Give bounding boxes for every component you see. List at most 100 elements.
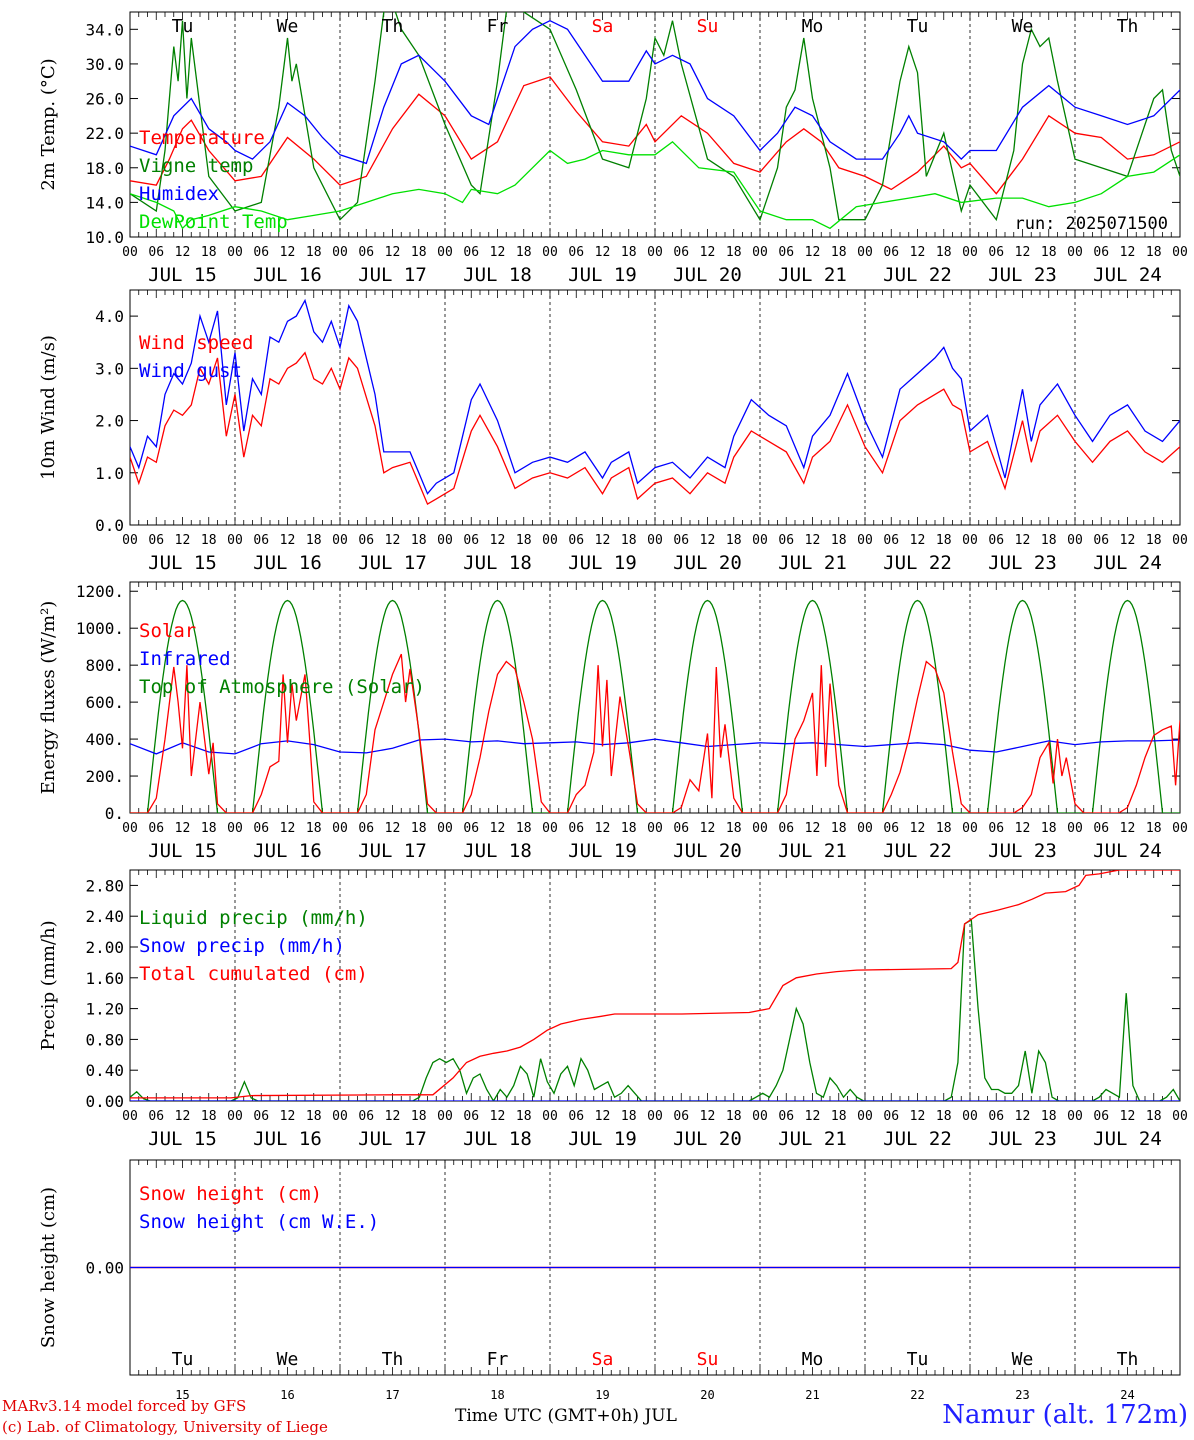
legend-item: DewPoint Temp [139, 211, 288, 233]
date-label: JUL 17 [358, 840, 427, 862]
hour-tick-label: 00 [542, 533, 558, 548]
y-axis-title: Precip (mm/h) [38, 920, 59, 1050]
day-number: 21 [805, 1388, 819, 1402]
hour-tick-label: 00 [437, 533, 453, 548]
y-tick-label: 0.0 [95, 516, 124, 535]
hour-tick-label: 12 [805, 533, 821, 548]
y-tick-label: 200. [85, 767, 124, 786]
hour-tick-label: 18 [411, 1109, 427, 1124]
hour-tick-label: 12 [490, 245, 506, 260]
hour-tick-label: 18 [1041, 245, 1057, 260]
day-name: Sa [592, 16, 614, 37]
hour-tick-label: 06 [883, 821, 899, 836]
hour-tick-label: 06 [463, 533, 479, 548]
hour-tick-label: 00 [122, 533, 138, 548]
hour-tick-label: 18 [726, 821, 742, 836]
legend-item: Snow precip (mm/h) [139, 935, 345, 957]
y-tick-label: 30.0 [85, 55, 124, 74]
y-tick-label: 2.80 [85, 876, 124, 895]
y-tick-label: 1.60 [85, 969, 124, 988]
hour-tick-label: 18 [831, 533, 847, 548]
hour-tick-label: 06 [778, 533, 794, 548]
hour-tick-label: 06 [673, 533, 689, 548]
hour-tick-label: 06 [1093, 245, 1109, 260]
date-label: JUL 21 [778, 264, 847, 286]
hour-tick-label: 00 [332, 245, 348, 260]
hour-tick-label: 00 [857, 533, 873, 548]
hour-tick-label: 00 [1067, 1109, 1083, 1124]
day-name: Sa [592, 1349, 614, 1370]
hour-tick-label: 06 [568, 821, 584, 836]
series-solar [130, 653, 1180, 813]
day-number: 20 [700, 1388, 714, 1402]
hour-tick-label: 18 [936, 533, 952, 548]
hour-tick-label: 00 [1172, 245, 1188, 260]
day-name: We [1012, 1349, 1034, 1370]
series-temperature [130, 76, 1180, 195]
y-tick-label: 0. [105, 804, 124, 823]
hour-tick-label: 18 [831, 821, 847, 836]
y-tick-label: 14.0 [85, 193, 124, 212]
date-label: JUL 23 [988, 1128, 1057, 1150]
hour-tick-label: 00 [332, 821, 348, 836]
hour-tick-label: 12 [805, 245, 821, 260]
date-label: JUL 21 [778, 552, 847, 574]
hour-tick-label: 18 [201, 533, 217, 548]
hour-tick-label: 18 [411, 245, 427, 260]
y-axis-title: 10m Wind (m/s) [38, 335, 59, 480]
hour-tick-label: 06 [988, 821, 1004, 836]
hour-tick-label: 12 [805, 821, 821, 836]
day-number: 18 [490, 1388, 504, 1402]
hour-tick-label: 12 [490, 821, 506, 836]
hour-tick-label: 00 [437, 245, 453, 260]
hour-tick-label: 18 [831, 245, 847, 260]
hour-tick-label: 06 [673, 821, 689, 836]
hour-tick-label: 00 [857, 821, 873, 836]
date-label: JUL 20 [673, 1128, 742, 1150]
hour-tick-label: 06 [883, 1109, 899, 1124]
hour-tick-label: 18 [621, 533, 637, 548]
day-number: 17 [385, 1388, 399, 1402]
y-tick-label: 18.0 [85, 159, 124, 178]
series-dewpoint-temp [130, 140, 1180, 230]
hour-tick-label: 12 [1120, 1109, 1136, 1124]
hour-tick-label: 12 [1015, 245, 1031, 260]
series-vigne-temp [130, 12, 1180, 222]
station-label: Namur (alt. 172m) [942, 1400, 1188, 1430]
hour-tick-label: 18 [306, 245, 322, 260]
date-label: JUL 21 [778, 1128, 847, 1150]
date-label: JUL 22 [883, 840, 952, 862]
day-name: We [277, 1349, 299, 1370]
date-label: JUL 24 [1093, 840, 1162, 862]
hour-tick-label: 00 [1067, 821, 1083, 836]
date-label: JUL 22 [883, 552, 952, 574]
hour-tick-label: 06 [988, 245, 1004, 260]
legend-item: Wind gust [139, 360, 242, 382]
hour-tick-label: 18 [201, 1109, 217, 1124]
hour-tick-label: 06 [883, 533, 899, 548]
date-label: JUL 16 [253, 552, 322, 574]
legend-item: Temperature [139, 127, 265, 149]
y-tick-label: 2.00 [85, 938, 124, 957]
hour-tick-label: 06 [463, 245, 479, 260]
hour-tick-label: 06 [253, 1109, 269, 1124]
y-tick-label: 1000. [76, 619, 124, 638]
hour-tick-label: 12 [1120, 245, 1136, 260]
y-tick-label: 800. [85, 656, 124, 675]
hour-tick-label: 18 [516, 245, 532, 260]
date-label: JUL 20 [673, 264, 742, 286]
hour-tick-label: 12 [595, 821, 611, 836]
date-label: JUL 18 [463, 1128, 532, 1150]
series-total-cumulated-cm [130, 870, 1180, 1099]
hour-tick-label: 00 [227, 821, 243, 836]
panel-precip [129, 869, 1181, 1102]
hour-tick-label: 00 [857, 245, 873, 260]
panel-temp [129, 11, 1181, 238]
hour-tick-label: 18 [306, 1109, 322, 1124]
hour-tick-label: 12 [700, 1109, 716, 1124]
hour-tick-label: 06 [568, 1109, 584, 1124]
legend-item: Wind speed [139, 332, 253, 354]
legend-item: Liquid precip (mm/h) [139, 907, 368, 929]
hour-tick-label: 00 [122, 1109, 138, 1124]
day-number: 24 [1120, 1388, 1134, 1402]
